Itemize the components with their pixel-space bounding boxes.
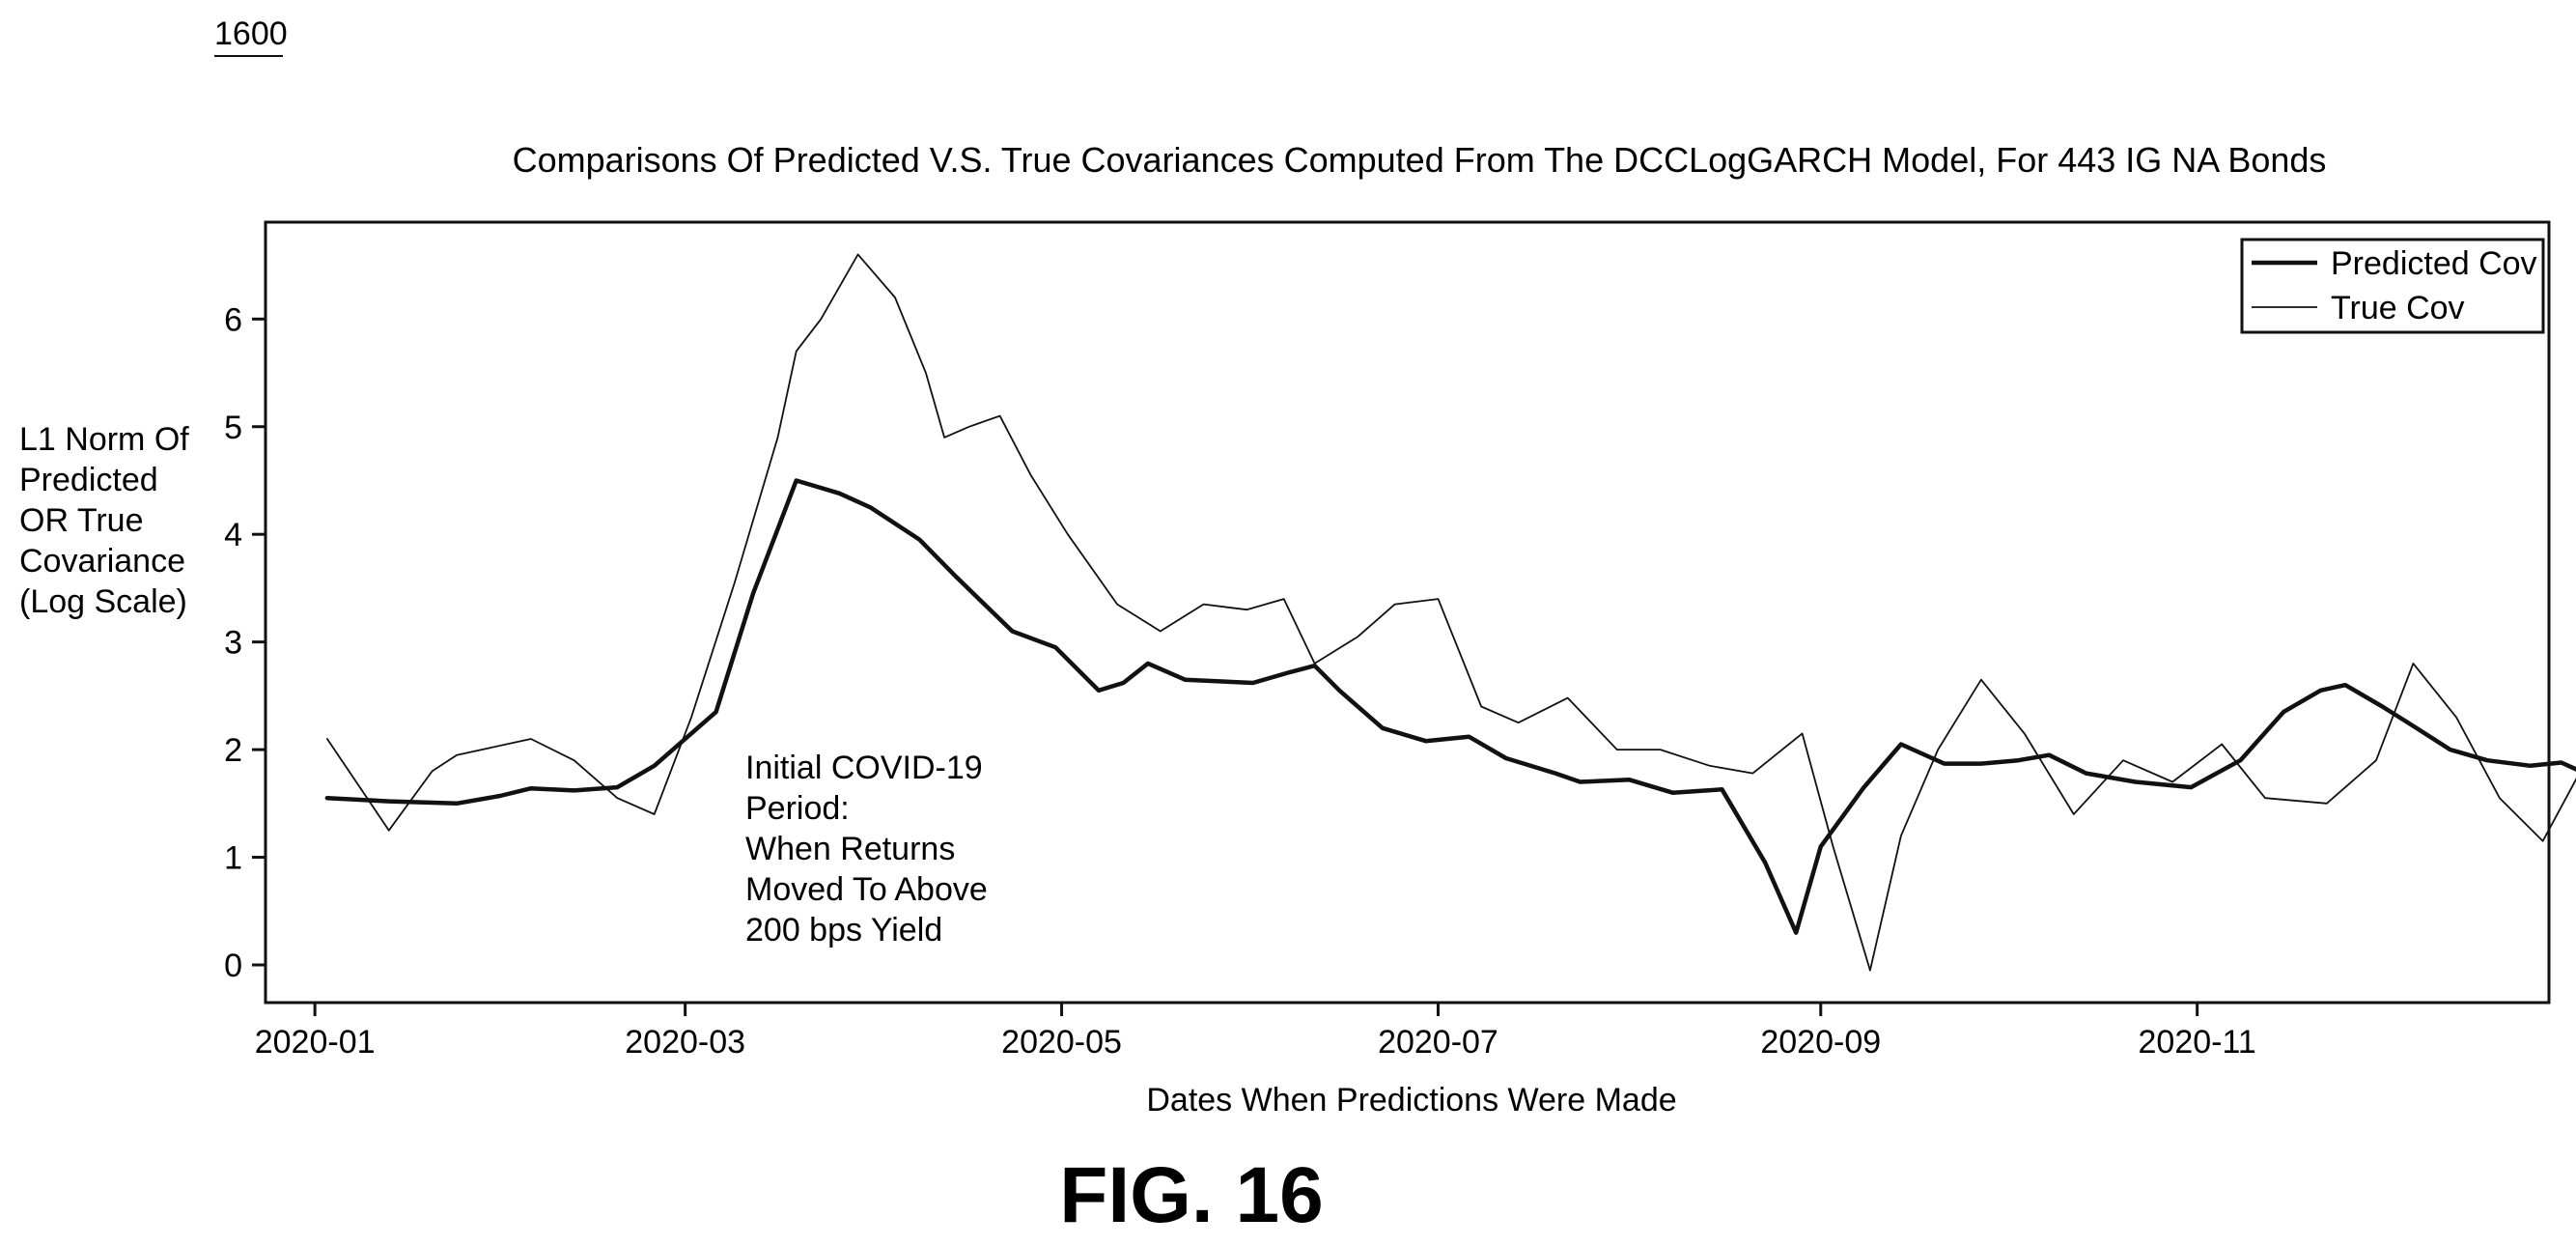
series-line-predicted-cov — [324, 478, 2576, 935]
y-axis-label-line: (Log Scale) — [19, 583, 187, 620]
y-axis: 0 1 2 3 4 5 6 — [224, 301, 266, 984]
series-layer — [324, 253, 2576, 972]
figure-label: FIG. 16 — [1059, 1151, 1323, 1239]
legend-box — [2240, 238, 2545, 334]
annotation-line: Initial COVID-19 — [745, 750, 983, 786]
y-axis-label: L1 Norm Of Predicted OR True Covariance … — [19, 421, 189, 620]
figure-ref-number: 1600 — [214, 15, 288, 52]
x-axis: 2020-01 2020-03 2020-05 2020-07 2020-09 2020-… — [255, 1003, 2256, 1061]
y-tick-label: 6 — [224, 301, 242, 338]
x-tick-label: 2020-05 — [1001, 1024, 1122, 1061]
y-axis-label-line: L1 Norm Of — [19, 421, 189, 458]
y-axis-label-line: OR True — [19, 502, 143, 539]
y-tick-label: 3 — [224, 625, 242, 662]
y-tick-label: 5 — [224, 410, 242, 446]
x-tick-label: 2020-09 — [1760, 1024, 1881, 1061]
x-tick-label: 2020-11 — [2139, 1024, 2256, 1061]
x-tick-label: 2020-07 — [1378, 1024, 1498, 1061]
y-tick-label: 2 — [224, 732, 242, 769]
chart-title: Comparisons Of Predicted V.S. True Covar… — [513, 140, 2327, 180]
plot-frame — [264, 220, 2551, 1005]
annotation-line: Period: — [745, 790, 850, 827]
y-tick-label: 4 — [224, 517, 242, 553]
x-tick-label: 2020-03 — [625, 1024, 745, 1061]
series-line-true-cov — [326, 253, 2576, 972]
legend-label-true: True Cov — [2331, 290, 2465, 326]
x-axis-label: Dates When Predictions Were Made — [1146, 1082, 1676, 1119]
y-tick-label: 0 — [224, 948, 242, 984]
annotation-line: 200 bps Yield — [745, 912, 942, 949]
annotation-line: When Returns — [745, 831, 955, 867]
legend-label-predicted: Predicted Cov — [2331, 245, 2537, 282]
annotation-line: Moved To Above — [745, 871, 988, 908]
covid-annotation: Initial COVID-19 Period: When Returns Mo… — [745, 750, 988, 949]
y-tick-label: 1 — [224, 840, 242, 877]
y-axis-label-line: Covariance — [19, 543, 185, 580]
x-tick-label: 2020-01 — [255, 1024, 376, 1061]
y-axis-label-line: Predicted — [19, 462, 158, 498]
legend: Predicted Cov True Cov — [2240, 238, 2545, 334]
